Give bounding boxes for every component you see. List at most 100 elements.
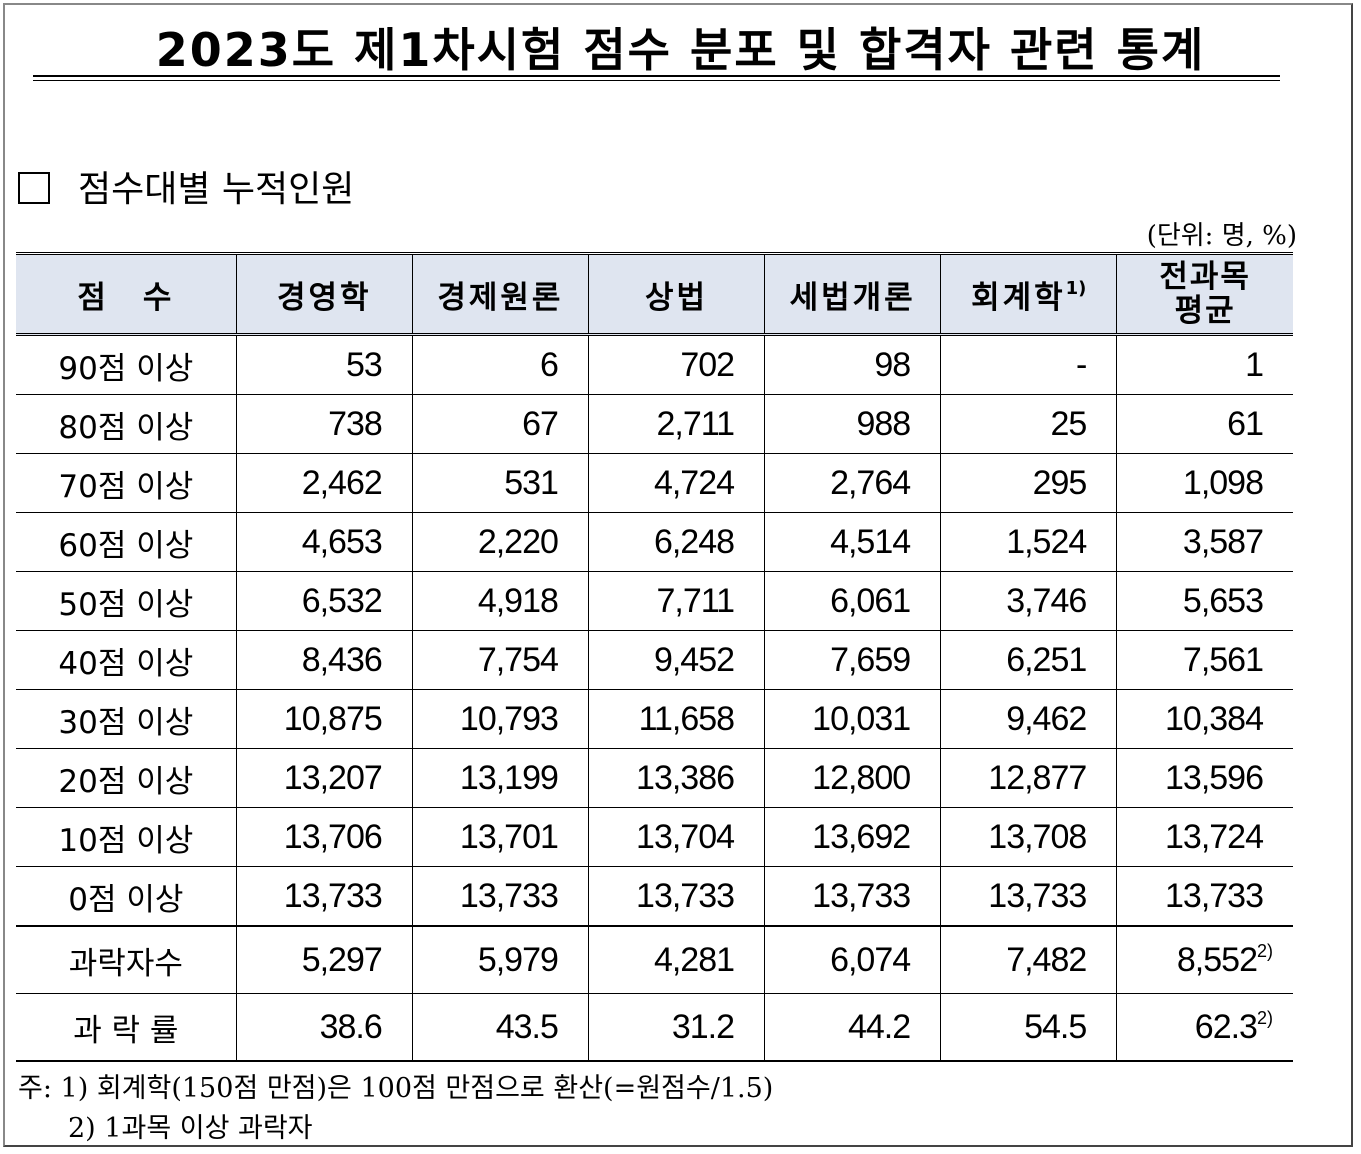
table-cell: 13,704 <box>587 807 766 867</box>
table-cell: 988 <box>764 394 942 454</box>
row-label: 과락자수 <box>16 925 237 994</box>
table-cell: 7,754 <box>411 630 589 690</box>
table-row: 40점 이상 8,436 7,754 9,452 7,659 6,251 7,561 <box>16 630 1293 690</box>
table-cell: 5,297 <box>235 925 413 994</box>
row-label: 80점 이상 <box>16 394 237 454</box>
score-distribution-table: 점 수 경영학 경제원론 상법 세법개론 회계학1) 전과목 평균 90점 이상 5… <box>16 252 1293 1062</box>
table-cell: 9,452 <box>587 630 766 690</box>
table-cell: 13,207 <box>235 748 413 808</box>
table-cell: 10,031 <box>764 689 942 749</box>
table-cell: 53 <box>235 334 413 395</box>
table-cell: 12,877 <box>940 748 1118 808</box>
section-heading: 점수대별 누적인원 <box>18 160 354 212</box>
table-cell: 3,587 <box>1116 512 1293 572</box>
row-label: 90점 이상 <box>16 334 237 395</box>
row-label: 10점 이상 <box>16 807 237 867</box>
table-cell: 13,733 <box>1116 866 1293 927</box>
table-cell: 7,561 <box>1116 630 1293 690</box>
table-cell: 44.2 <box>764 993 942 1062</box>
header-accounting: 회계학1) <box>940 252 1118 336</box>
table-cell: 3,746 <box>940 571 1118 631</box>
table-cell: 2,711 <box>587 394 766 454</box>
table-cell: 6,248 <box>587 512 766 572</box>
table-cell: 702 <box>587 334 766 395</box>
footnote-marker: 1) <box>1065 277 1087 299</box>
table-cell: 25 <box>940 394 1118 454</box>
table-cell: 13,733 <box>235 866 413 927</box>
table-row: 50점 이상 6,532 4,918 7,711 6,061 3,746 5,653 <box>16 571 1293 631</box>
table-cell: 4,918 <box>411 571 589 631</box>
table-cell: 1,098 <box>1116 453 1293 513</box>
table-cell: 13,733 <box>411 866 589 927</box>
table-cell: 6,532 <box>235 571 413 631</box>
row-label: 30점 이상 <box>16 689 237 749</box>
table-row: 80점 이상 738 67 2,711 988 25 61 <box>16 394 1293 454</box>
header-tax-law: 세법개론 <box>764 252 942 336</box>
table-body: 90점 이상 53 6 702 98-1 80점 이상 738 67 2,711 988 25 61 7… <box>16 334 1293 1062</box>
table-row: 70점 이상 2,462 531 4,724 2,764 295 1,098 <box>16 453 1293 513</box>
table-cell: 2,220 <box>411 512 589 572</box>
header-commercial-law: 상법 <box>587 252 766 336</box>
row-label: 과 락 률 <box>16 993 237 1062</box>
table-cell: 13,706 <box>235 807 413 867</box>
table-cell: 8,436 <box>235 630 413 690</box>
footnote-marker: 2) <box>1256 940 1273 961</box>
summary-row: 과락자수 5,297 5,979 4,281 6,074 7,482 8,5522) <box>16 925 1293 994</box>
table-header-row: 점 수 경영학 경제원론 상법 세법개론 회계학1) 전과목 평균 <box>16 252 1293 336</box>
header-score: 점 수 <box>16 252 237 336</box>
table-cell: 2,462 <box>235 453 413 513</box>
table-cell: 10,793 <box>411 689 589 749</box>
table-cell: 31.2 <box>587 993 766 1062</box>
table-cell: 295 <box>940 453 1118 513</box>
table-cell: 4,514 <box>764 512 942 572</box>
table-cell: 4,281 <box>587 925 766 994</box>
header-economics: 경제원론 <box>411 252 589 336</box>
header-all-subjects: 전과목 <box>1159 259 1251 295</box>
table-cell: 4,653 <box>235 512 413 572</box>
table-cell: 13,701 <box>411 807 589 867</box>
table-cell: 7,659 <box>764 630 942 690</box>
table-cell: 10,875 <box>235 689 413 749</box>
table-cell: 13,692 <box>764 807 942 867</box>
footnote-1: 주: 1) 회계학(150점 만점)은 100점 만점으로 환산(=원점수/1.… <box>18 1073 774 1104</box>
table-cell: 6,061 <box>764 571 942 631</box>
table-cell: 13,733 <box>587 866 766 927</box>
table-cell: 1,524 <box>940 512 1118 572</box>
table-cell: 531 <box>411 453 589 513</box>
page-title: 2023도 제1차시험 점수 분포 및 합격자 관련 통계 <box>155 23 1206 77</box>
row-label: 0점 이상 <box>16 866 237 927</box>
cell-value: 62.3 <box>1194 1007 1258 1046</box>
table-cell: 4,724 <box>587 453 766 513</box>
title-underline-thin <box>33 80 1280 81</box>
header-average: 평균 <box>1174 293 1236 329</box>
row-label: 70점 이상 <box>16 453 237 513</box>
table-cell: 11,658 <box>587 689 766 749</box>
table-cell: 738 <box>235 394 413 454</box>
section-heading-text: 점수대별 누적인원 <box>78 169 355 210</box>
table-cell: 54.5 <box>940 993 1118 1062</box>
table-row: 60점 이상 4,653 2,220 6,248 4,514 1,524 3,587 <box>16 512 1293 572</box>
table-cell: 6 <box>411 334 589 395</box>
table-cell: 67 <box>411 394 589 454</box>
table-cell: 13,733 <box>940 866 1118 927</box>
table-cell: 5,979 <box>411 925 589 994</box>
row-label: 40점 이상 <box>16 630 237 690</box>
footnote-marker: 2) <box>1256 1007 1273 1028</box>
title-underline <box>33 75 1280 77</box>
table-cell: 6,251 <box>940 630 1118 690</box>
header-all-average: 전과목 평균 <box>1116 252 1293 336</box>
table-cell: 9,462 <box>940 689 1118 749</box>
table-cell: 13,596 <box>1116 748 1293 808</box>
table-cell: 38.6 <box>235 993 413 1062</box>
row-label: 60점 이상 <box>16 512 237 572</box>
table-cell: 7,482 <box>940 925 1118 994</box>
table-cell: 13,724 <box>1116 807 1293 867</box>
row-label: 20점 이상 <box>16 748 237 808</box>
table-cell: 98 <box>764 334 942 395</box>
table-cell: 12,800 <box>764 748 942 808</box>
table-row: 90점 이상 53 6 702 98-1 <box>16 334 1293 395</box>
table-row: 10점 이상 13,706 13,701 13,704 13,692 13,708 13,7… <box>16 807 1293 867</box>
table-cell: 5,653 <box>1116 571 1293 631</box>
table-cell: 10,384 <box>1116 689 1293 749</box>
table-cell: 2,764 <box>764 453 942 513</box>
